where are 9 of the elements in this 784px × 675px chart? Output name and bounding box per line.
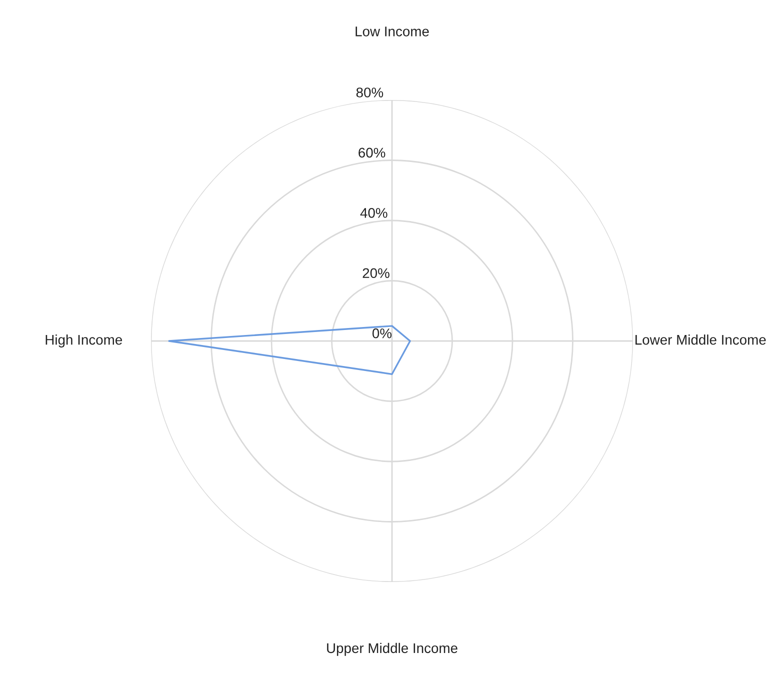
y-tick-label: 60% bbox=[358, 148, 386, 158]
y-tick-label: 80% bbox=[356, 88, 384, 98]
y-tick-label: 0% bbox=[372, 328, 392, 338]
spoke-label: Low Income bbox=[356, 26, 429, 36]
spoke-label: Upper Middle Income bbox=[327, 642, 458, 656]
y-tick-label: 40% bbox=[360, 208, 388, 218]
y-tick-label: 20% bbox=[362, 268, 390, 278]
spoke-label: Lower Middle Income bbox=[636, 334, 766, 345]
spoke-label: High Income bbox=[46, 334, 122, 348]
